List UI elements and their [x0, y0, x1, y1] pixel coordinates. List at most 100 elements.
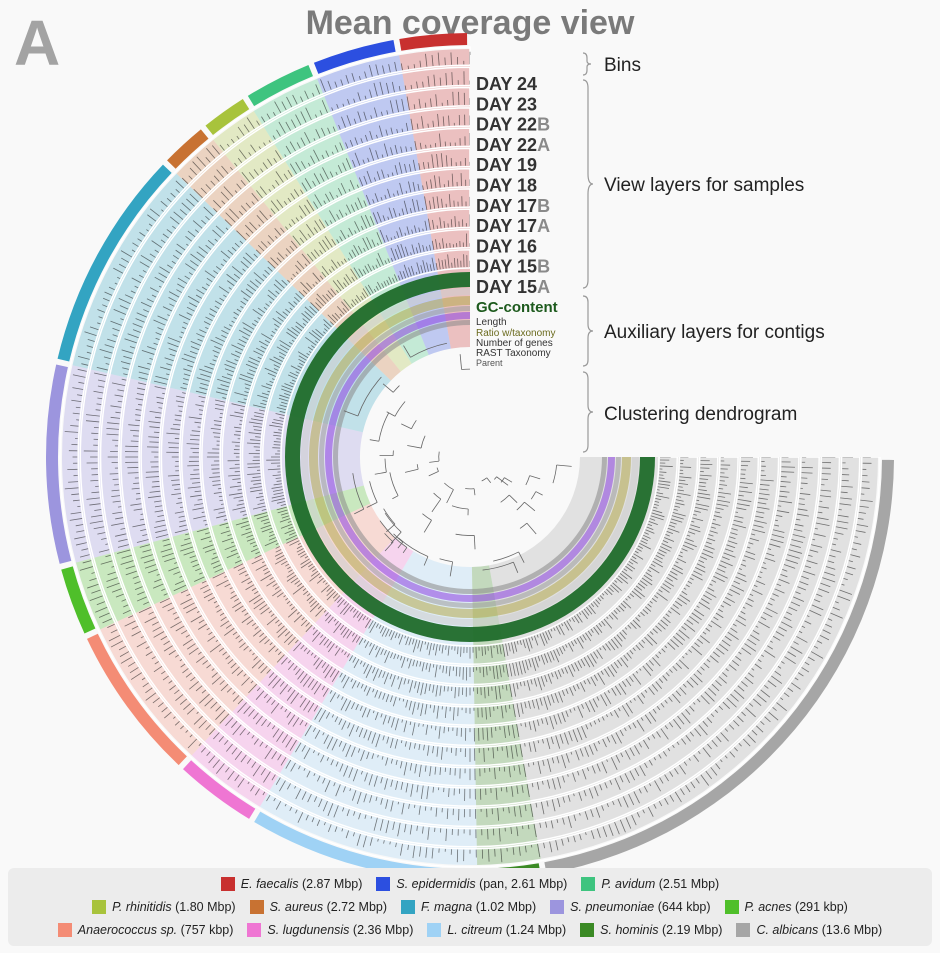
coverage-bar [77, 355, 90, 360]
coverage-bar [121, 599, 127, 602]
coverage-bar [687, 531, 696, 535]
coverage-bar [568, 618, 572, 622]
coverage-bar [709, 583, 713, 586]
coverage-bar [714, 709, 719, 713]
coverage-bar [847, 566, 856, 570]
coverage-bar [297, 670, 305, 680]
coverage-bar [265, 383, 273, 387]
coverage-bar [210, 560, 220, 565]
coverage-bar [245, 252, 255, 262]
coverage-bar [686, 680, 694, 688]
coverage-bar [340, 626, 347, 636]
coverage-bar [724, 728, 729, 732]
coverage-bar [312, 283, 316, 287]
coverage-bar [231, 344, 244, 351]
coverage-bar [287, 686, 292, 693]
coverage-bar [237, 489, 242, 491]
coverage-bar [367, 263, 372, 272]
coverage-bar [426, 786, 429, 800]
coverage-bar [698, 485, 706, 488]
coverage-bar [376, 232, 383, 245]
coverage-bar [572, 772, 576, 782]
coverage-bar [457, 258, 459, 268]
coverage-bar [245, 232, 250, 237]
legend-bin-name: S. lugdunensis [267, 923, 350, 937]
coverage-bar [837, 514, 849, 518]
coverage-bar [146, 298, 154, 303]
coverage-bar [72, 387, 84, 390]
coverage-bar [343, 282, 347, 288]
figure-title: Mean coverage view [305, 4, 635, 42]
coverage-bar [504, 705, 507, 713]
ring-border [180, 167, 760, 747]
coverage-bar [318, 709, 326, 723]
coverage-bar [275, 477, 282, 479]
coverage-bar [260, 402, 267, 406]
coverage-bar [206, 277, 213, 283]
coverage-bar [342, 308, 347, 313]
coverage-bar [564, 666, 569, 674]
coverage-bar [819, 634, 830, 641]
coverage-bar [399, 271, 404, 280]
coverage-bar [260, 665, 268, 674]
coverage-bar [650, 563, 656, 567]
coverage-bar [268, 235, 275, 242]
coverage-bar [597, 718, 601, 723]
coverage-bar [526, 783, 530, 798]
coverage-bar [790, 544, 801, 548]
coverage-bar [220, 616, 227, 622]
coverage-bar [253, 272, 265, 282]
coverage-bar [273, 797, 276, 802]
coverage-bar [89, 577, 97, 582]
coverage-bar [257, 502, 265, 505]
coverage-bar [562, 817, 565, 825]
coverage-bar [516, 682, 519, 690]
coverage-bar [342, 628, 350, 638]
coverage-bar [230, 548, 237, 553]
coverage-bar [319, 173, 325, 182]
coverage-bar [611, 612, 619, 620]
coverage-bar [396, 654, 400, 659]
coverage-bar [288, 341, 293, 345]
coverage-bar [368, 644, 375, 656]
coverage-bar [282, 311, 289, 317]
coverage-bar [499, 665, 502, 678]
coverage-bar [196, 333, 205, 338]
coverage-bar [231, 747, 238, 755]
coverage-bar [790, 646, 803, 654]
coverage-bar [272, 583, 278, 587]
coverage-bar [553, 649, 560, 663]
coverage-bar [675, 632, 686, 641]
coverage-bar [417, 702, 420, 710]
coverage-bar [149, 253, 156, 258]
coverage-bar [260, 574, 272, 582]
coverage-bar [267, 289, 277, 298]
coverage-bar [545, 631, 550, 641]
coverage-bar [649, 600, 653, 604]
coverage-bar [357, 92, 361, 102]
coverage-bar [422, 260, 427, 273]
coverage-bar [320, 634, 324, 638]
coverage-bar [553, 627, 556, 632]
coverage-bar [716, 736, 722, 743]
coverage-bar [543, 696, 549, 710]
coverage-bar [774, 524, 780, 527]
coverage-bar [428, 663, 431, 673]
coverage-bar [640, 692, 646, 698]
coverage-bar [800, 482, 808, 484]
coverage-bar [365, 618, 372, 628]
coverage-bar [114, 394, 124, 397]
coverage-bar [79, 566, 93, 571]
coverage-bar [355, 636, 361, 643]
coverage-bar [219, 144, 225, 151]
coverage-bar [524, 845, 527, 853]
coverage-bar [314, 340, 319, 344]
coverage-bar [196, 655, 205, 663]
coverage-bar [397, 275, 401, 281]
coverage-bar [811, 544, 823, 548]
coverage-bar [169, 216, 180, 225]
coverage-bar [432, 120, 434, 128]
coverage-bar [349, 606, 354, 612]
coverage-bar [261, 719, 267, 727]
coverage-bar [741, 647, 752, 655]
